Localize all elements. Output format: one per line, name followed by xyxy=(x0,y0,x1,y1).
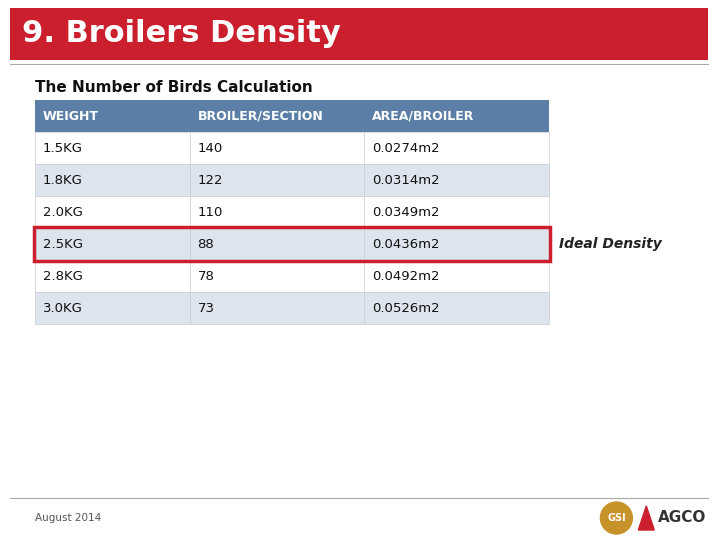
Bar xyxy=(364,196,549,228)
Bar xyxy=(35,164,189,196)
Bar xyxy=(364,164,549,196)
Text: 0.0492m2: 0.0492m2 xyxy=(372,269,439,282)
Text: AGCO: AGCO xyxy=(658,510,706,525)
Text: 122: 122 xyxy=(197,173,223,186)
Text: 2.8KG: 2.8KG xyxy=(43,269,83,282)
Bar xyxy=(189,228,364,260)
Text: 2.0KG: 2.0KG xyxy=(43,206,83,219)
Bar xyxy=(35,292,189,324)
Text: 78: 78 xyxy=(197,269,215,282)
Circle shape xyxy=(600,502,632,534)
Bar xyxy=(364,228,549,260)
Bar xyxy=(364,292,549,324)
Bar xyxy=(189,292,364,324)
Bar xyxy=(189,100,364,132)
Bar xyxy=(364,132,549,164)
Text: AREA/BROILER: AREA/BROILER xyxy=(372,110,474,123)
Text: 0.0314m2: 0.0314m2 xyxy=(372,173,440,186)
Text: GSI: GSI xyxy=(607,513,626,523)
Bar xyxy=(35,196,189,228)
Text: 1.8KG: 1.8KG xyxy=(43,173,83,186)
Bar xyxy=(189,164,364,196)
Bar xyxy=(189,260,364,292)
Bar xyxy=(35,260,189,292)
FancyBboxPatch shape xyxy=(10,8,708,60)
Text: 0.0349m2: 0.0349m2 xyxy=(372,206,439,219)
Bar xyxy=(189,196,364,228)
Bar xyxy=(364,260,549,292)
Text: 3.0KG: 3.0KG xyxy=(43,301,83,314)
Bar xyxy=(35,100,189,132)
Text: 110: 110 xyxy=(197,206,223,219)
Bar xyxy=(34,227,549,261)
Text: The Number of Birds Calculation: The Number of Birds Calculation xyxy=(35,80,312,96)
Text: 1.5KG: 1.5KG xyxy=(43,141,83,154)
Text: 0.0436m2: 0.0436m2 xyxy=(372,238,439,251)
Text: BROILER/SECTION: BROILER/SECTION xyxy=(197,110,323,123)
Text: 73: 73 xyxy=(197,301,215,314)
Text: 2.5KG: 2.5KG xyxy=(43,238,83,251)
Bar xyxy=(364,100,549,132)
Text: WEIGHT: WEIGHT xyxy=(43,110,99,123)
Bar xyxy=(189,132,364,164)
Text: 88: 88 xyxy=(197,238,215,251)
Text: Ideal Density: Ideal Density xyxy=(559,237,661,251)
Text: August 2014: August 2014 xyxy=(35,513,101,523)
Text: 140: 140 xyxy=(197,141,222,154)
Polygon shape xyxy=(639,506,654,530)
Text: 0.0274m2: 0.0274m2 xyxy=(372,141,440,154)
Text: NOTE: 1 section is 2.4meter x 1.6meter = 3.84m2: NOTE: 1 section is 2.4meter x 1.6meter =… xyxy=(35,107,403,123)
Text: 9. Broilers Density: 9. Broilers Density xyxy=(22,19,341,49)
Text: 0.0526m2: 0.0526m2 xyxy=(372,301,440,314)
Bar xyxy=(35,228,189,260)
Bar xyxy=(35,132,189,164)
